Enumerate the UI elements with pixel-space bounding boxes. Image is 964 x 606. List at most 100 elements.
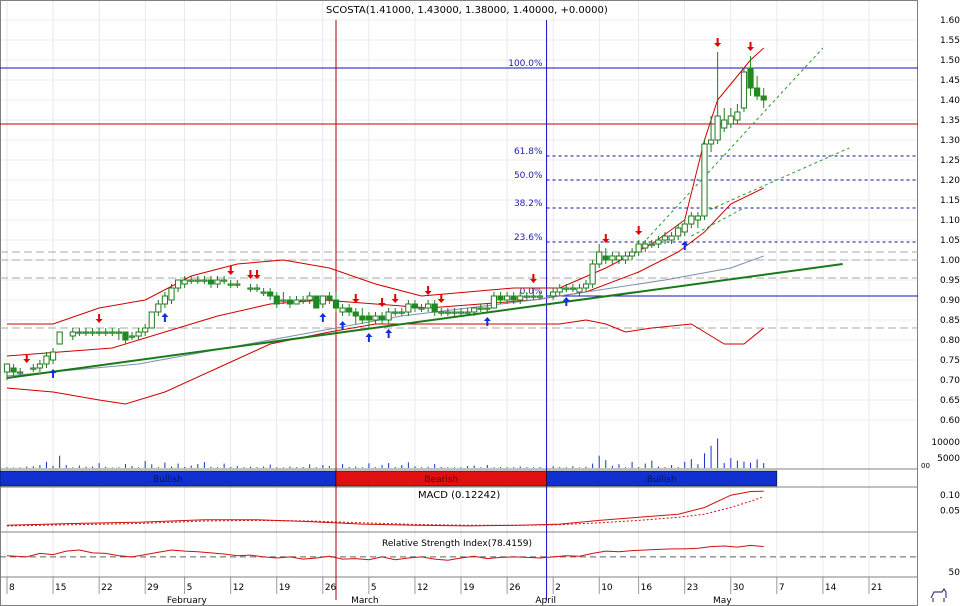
macd-tick-label: 0.05: [940, 507, 960, 517]
candle: [418, 304, 425, 312]
candle: [194, 276, 201, 284]
candle: [563, 284, 570, 292]
candle: [411, 300, 419, 312]
bollinger-lower-line: [6, 319, 765, 405]
volume-tick-label: 10000: [931, 438, 960, 448]
candle: [385, 308, 392, 324]
candle: [155, 300, 162, 316]
candle-body: [56, 331, 63, 345]
month-label: February: [167, 596, 208, 606]
cow-logo-icon: [930, 587, 947, 602]
x-tick-label: 7: [779, 583, 785, 593]
candle-body: [253, 287, 261, 290]
candle: [234, 280, 241, 288]
candle-body: [273, 295, 280, 305]
price-overlays: 100.0% 61.8% 50.0% 38.2% 23.6% 0.0%: [0, 20, 918, 600]
candle-body: [43, 355, 50, 365]
sell-arrow-icon: [635, 226, 643, 235]
candle: [431, 300, 438, 316]
candle-body: [661, 235, 669, 241]
price-tick-label: 0.85: [940, 316, 960, 326]
candle-body: [122, 331, 129, 341]
x-tick-label: 16: [641, 583, 653, 593]
buy-arrow-head: [319, 313, 327, 317]
x-tick-label: 8: [9, 583, 15, 593]
candle-body: [721, 119, 728, 129]
price-tick-label: 0.65: [940, 396, 960, 406]
candle-body: [378, 315, 386, 321]
candle: [115, 328, 122, 340]
x-tick-label: 29: [147, 583, 159, 593]
candle-body: [306, 295, 313, 301]
volume-bars: [6, 438, 765, 468]
month-label: March: [351, 596, 378, 606]
candle-body: [194, 279, 201, 282]
candle: [319, 295, 326, 308]
buy-arrow-icon: [339, 321, 347, 330]
fib-label: 61.8%: [514, 147, 543, 157]
candle: [530, 288, 537, 300]
candle: [569, 284, 576, 292]
candle: [615, 252, 623, 264]
candle-body: [503, 295, 511, 301]
candle: [490, 292, 498, 309]
macd-panel: [6, 490, 764, 527]
candle: [372, 312, 379, 324]
sell-arrow-icon: [253, 270, 261, 279]
sell-arrow-icon: [437, 294, 445, 303]
sell-arrow-icon: [227, 266, 235, 275]
candle: [82, 328, 90, 336]
buy-arrow-icon: [161, 313, 169, 322]
x-tick-label: 15: [55, 583, 66, 593]
green-trend-line: [6, 263, 843, 379]
candle-body: [563, 287, 570, 290]
sell-arrow-icon: [23, 354, 31, 363]
signal-segment: [546, 470, 778, 487]
candle: [536, 292, 544, 300]
sell-arrow-head: [227, 271, 235, 275]
sell-arrow-head: [378, 303, 386, 307]
candle-body: [319, 295, 326, 305]
candle: [405, 300, 412, 316]
candle: [444, 308, 451, 316]
candle: [681, 220, 688, 236]
candle: [260, 288, 267, 296]
candle-body: [286, 299, 294, 305]
candle-body: [352, 311, 359, 317]
candle: [661, 232, 669, 244]
candle-body: [135, 331, 142, 337]
candle: [655, 236, 662, 248]
candle: [3, 363, 11, 380]
candle-body: [332, 299, 340, 309]
sell-arrow-head: [424, 291, 432, 295]
candle: [378, 312, 386, 324]
x-tick-label: 30: [733, 583, 745, 593]
x-tick-label: 5: [371, 583, 377, 593]
candle: [635, 240, 642, 256]
candle: [326, 292, 333, 304]
candle: [313, 295, 320, 309]
candle: [596, 244, 603, 268]
candle-body: [694, 215, 701, 221]
candle: [96, 328, 103, 336]
candle-body: [221, 279, 228, 282]
candle: [550, 288, 557, 300]
candle: [582, 280, 590, 292]
candle-body: [148, 311, 155, 329]
candle: [589, 260, 596, 288]
price-tick-label: 1.15: [940, 196, 960, 206]
candle-body: [115, 331, 122, 334]
x-tick-label: 2: [555, 583, 561, 593]
candle-body: [359, 315, 366, 321]
candle: [161, 292, 169, 308]
buy-arrow-icon: [681, 241, 689, 250]
candle-body: [188, 279, 195, 282]
candle-body: [36, 363, 43, 369]
candle: [727, 108, 734, 128]
candle-body: [207, 279, 215, 285]
price-tick-label: 1.60: [940, 16, 960, 26]
fib-label: 100.0%: [508, 59, 543, 69]
candle-body: [582, 283, 590, 289]
candle: [36, 360, 43, 372]
candle-body: [234, 283, 241, 286]
